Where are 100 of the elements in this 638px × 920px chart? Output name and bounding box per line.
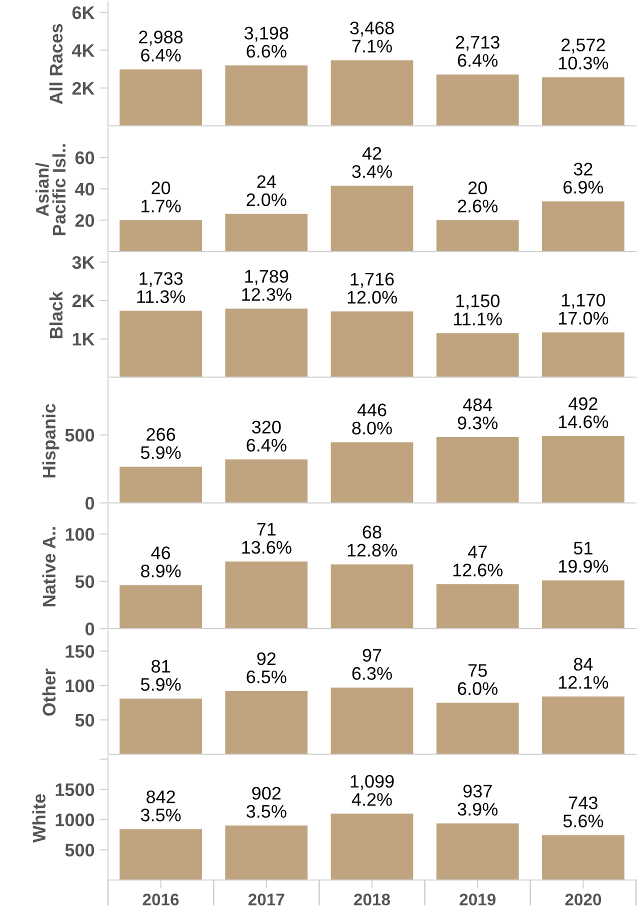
bar <box>330 186 414 252</box>
data-label: 20 2.6% <box>458 182 498 212</box>
bar <box>330 688 414 754</box>
data-label: 266 5.9% <box>140 428 181 459</box>
data-label: 1,716 12.0% <box>348 272 397 304</box>
bar <box>436 702 519 754</box>
data-label: 320 6.4% <box>246 420 286 452</box>
y-tick-label: 150 <box>66 645 94 658</box>
data-label: 743 5.6% <box>563 796 604 828</box>
bar <box>542 332 624 378</box>
data-label: 24 2.0% <box>246 175 286 206</box>
data-label: 492 14.6% <box>558 397 608 428</box>
bar <box>120 829 202 880</box>
bar <box>120 220 202 252</box>
data-label: 2,572 10.3% <box>558 38 608 70</box>
bar <box>225 459 308 503</box>
bar <box>225 826 308 880</box>
data-label: 81 5.9% <box>140 660 181 691</box>
bar <box>225 65 308 126</box>
y-tick-label: 4K <box>72 44 95 57</box>
bar <box>542 696 624 754</box>
data-label: 20 1.7% <box>142 182 181 212</box>
y-tick-label: 0 <box>85 622 94 636</box>
data-label: 97 6.3% <box>352 648 392 680</box>
data-label: 75 6.0% <box>458 664 498 695</box>
bar <box>330 60 414 126</box>
bar <box>436 437 519 503</box>
data-label: 51 19.9% <box>558 542 608 573</box>
y-tick-label: 50 <box>75 575 94 588</box>
y-tick-label: 500 <box>65 428 94 442</box>
data-label: 42 3.4% <box>352 147 392 178</box>
bar <box>330 564 414 629</box>
bar <box>120 585 202 629</box>
y-axis-title: All Races <box>49 24 63 104</box>
bar <box>542 835 624 880</box>
y-tick-label: 1K <box>72 333 95 346</box>
data-label: 1,789 12.3% <box>242 270 292 301</box>
y-tick-label: 20 <box>75 214 94 227</box>
data-label: 2,988 6.4% <box>139 30 183 62</box>
data-label: 842 3.5% <box>140 790 181 822</box>
y-tick-label: 60 <box>75 151 94 164</box>
data-label: 32 6.9% <box>564 162 604 194</box>
bar <box>436 584 519 629</box>
bar <box>436 823 519 880</box>
data-label: 1,099 4.2% <box>350 774 394 806</box>
bar <box>225 691 308 754</box>
y-tick-label: 6K <box>72 6 95 20</box>
bar <box>330 311 414 378</box>
data-label: 902 3.5% <box>246 786 286 818</box>
x-tick-label: 2017 <box>248 894 284 906</box>
data-label: 68 12.8% <box>348 526 397 557</box>
data-label: 2,713 6.4% <box>456 36 500 67</box>
y-tick-label: 100 <box>66 679 94 692</box>
data-label: 1,733 11.3% <box>137 272 186 304</box>
y-tick-label: 50 <box>75 714 94 727</box>
x-tick-label: 2020 <box>565 894 602 906</box>
data-label: 446 8.0% <box>352 404 392 434</box>
bar <box>120 310 202 378</box>
bar <box>330 814 414 880</box>
x-tick-label: 2016 <box>142 894 179 906</box>
data-label: 937 3.9% <box>458 784 498 816</box>
y-axis-title: Black <box>49 291 63 338</box>
data-label: 92 6.5% <box>246 652 286 684</box>
bar <box>542 436 624 503</box>
y-axis-title: Other <box>42 668 56 716</box>
x-tick-label: 2019 <box>460 894 496 906</box>
bar <box>120 69 202 126</box>
y-tick-label: 40 <box>75 182 94 196</box>
bar <box>225 308 308 378</box>
y-tick-label: 0 <box>85 496 94 510</box>
y-tick-label: 1500 <box>56 783 94 796</box>
y-tick-label: 1000 <box>56 814 94 826</box>
data-label: 46 8.9% <box>141 546 181 578</box>
bar <box>542 77 624 126</box>
bar <box>225 214 308 252</box>
data-label: 47 12.6% <box>453 546 503 576</box>
bar <box>436 333 519 378</box>
y-axis-title: Asian/ Pacific Isl.. <box>36 144 66 236</box>
data-label: 3,468 7.1% <box>350 22 394 52</box>
data-label: 1,150 11.1% <box>454 294 502 326</box>
bar <box>120 698 202 754</box>
bar <box>436 74 519 126</box>
data-label: 3,198 6.6% <box>244 26 288 58</box>
bar <box>225 561 308 629</box>
bar <box>120 466 202 503</box>
y-tick-label: 500 <box>65 844 94 857</box>
bar <box>542 580 624 629</box>
bar <box>542 201 624 252</box>
y-tick-label: 2K <box>72 82 95 95</box>
data-label: 484 9.3% <box>458 398 498 430</box>
y-tick-label: 100 <box>66 528 94 541</box>
data-label: 71 13.6% <box>242 523 292 554</box>
data-label: 84 12.1% <box>558 658 608 689</box>
bar <box>436 220 519 252</box>
bar <box>330 442 414 503</box>
y-axis-title: Hispanic <box>42 404 60 478</box>
y-tick-label: 3K <box>72 256 95 269</box>
y-axis-title: White <box>32 794 46 843</box>
data-label: 1,170 17.0% <box>558 294 608 325</box>
y-axis-title: Native A.. <box>42 527 56 606</box>
